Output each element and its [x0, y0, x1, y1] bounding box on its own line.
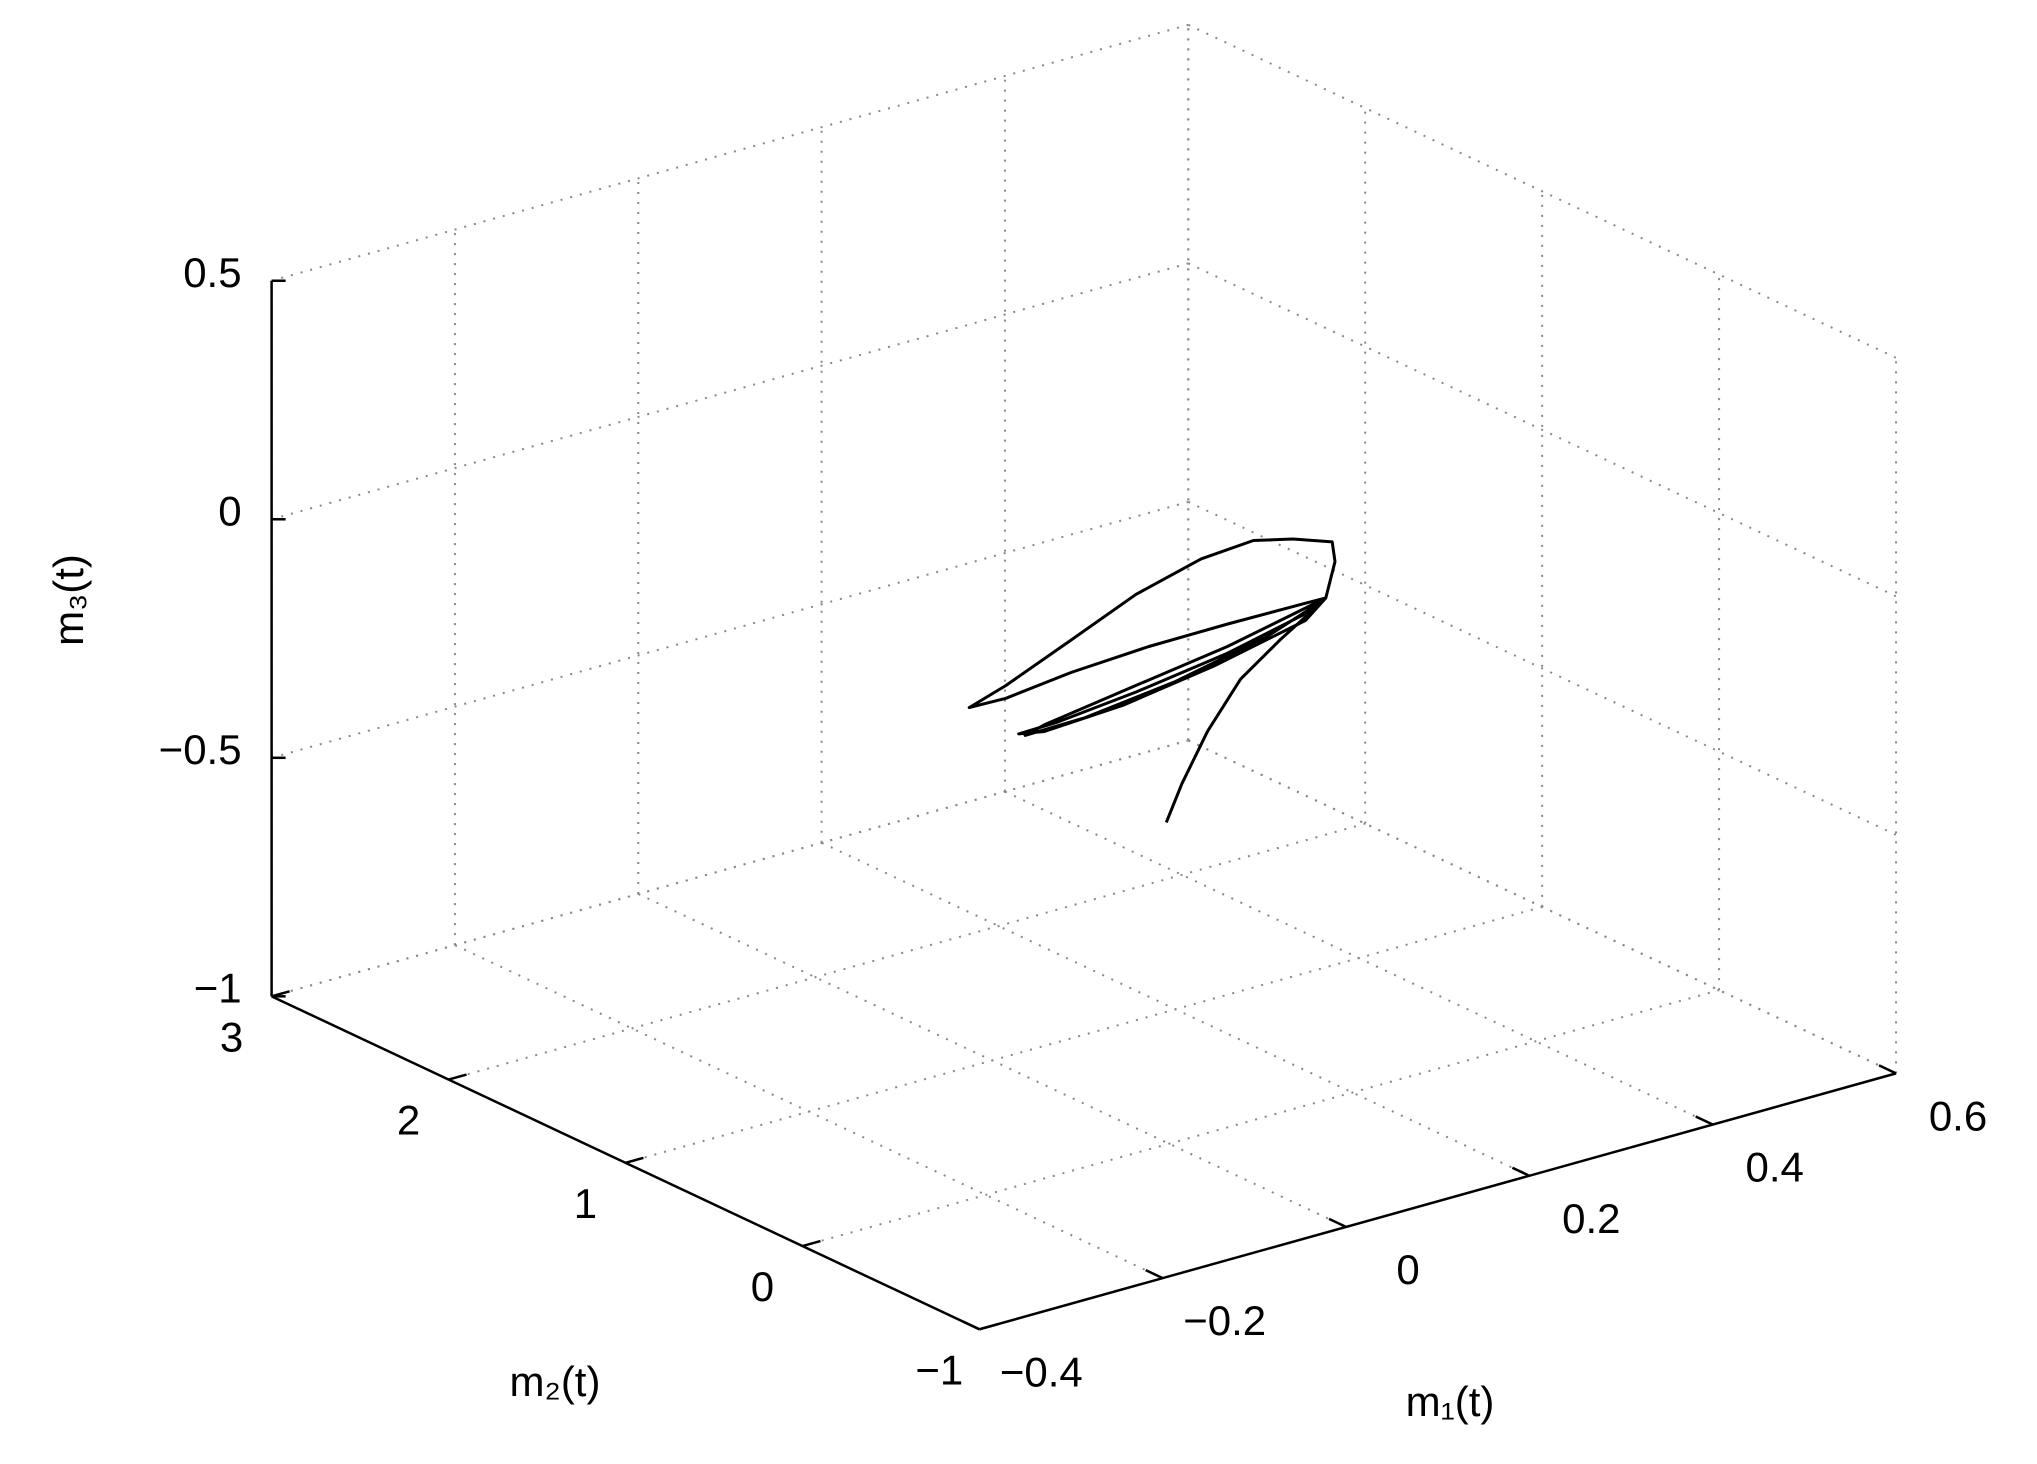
- y-tick: [979, 1323, 998, 1331]
- trajectory: [967, 537, 1337, 823]
- x-tick: [961, 1320, 980, 1331]
- x-tick: [1695, 1115, 1714, 1126]
- grid-line: [1187, 500, 1897, 836]
- y-tick: [802, 1239, 821, 1248]
- x-tick-label: 0.2: [1562, 1195, 1620, 1242]
- x-tick-label: 0.6: [1929, 1092, 1987, 1139]
- grid-line: [448, 822, 1366, 1081]
- x-tick: [1878, 1064, 1897, 1075]
- z-tick-label: 0: [218, 487, 241, 534]
- grid-line: [271, 262, 1189, 521]
- y-tick-label: 1: [574, 1180, 597, 1227]
- y-axis-label: m₂(t): [510, 1358, 601, 1405]
- x-axis-label: m₁(t): [1406, 1378, 1495, 1425]
- z-tick-label: 0.5: [183, 249, 241, 296]
- x-tick: [1511, 1166, 1530, 1177]
- x-tick-label: −0.2: [1183, 1297, 1266, 1344]
- y-tick: [448, 1073, 467, 1081]
- x-tick: [1328, 1217, 1347, 1229]
- z-axis-label: m₃(t): [45, 554, 92, 646]
- x-tick-label: −0.4: [1000, 1348, 1083, 1395]
- x-tick: [1145, 1268, 1164, 1280]
- y-tick-label: 2: [397, 1097, 420, 1144]
- y-tick: [625, 1156, 644, 1165]
- grid-line: [625, 905, 1543, 1164]
- y-tick-label: 3: [220, 1013, 243, 1060]
- grid-line: [1187, 23, 1897, 359]
- x-tick-label: 0.4: [1745, 1144, 1803, 1191]
- y-tick-label: 0: [751, 1263, 774, 1310]
- x-tick-label: 0: [1396, 1246, 1419, 1293]
- y-tick-label: −1: [915, 1346, 963, 1393]
- grid-line: [1187, 739, 1897, 1075]
- grid-line: [1187, 262, 1897, 598]
- z-tick-label: −1: [194, 964, 242, 1011]
- y-axis: [271, 995, 980, 1331]
- grid-line: [271, 23, 1189, 282]
- grid-line: [271, 739, 1189, 998]
- x-axis: [979, 1072, 1897, 1331]
- grid-line: [271, 739, 1189, 998]
- z-tick-label: −0.5: [159, 726, 242, 773]
- grid-line: [271, 500, 1189, 759]
- y-tick: [271, 990, 290, 998]
